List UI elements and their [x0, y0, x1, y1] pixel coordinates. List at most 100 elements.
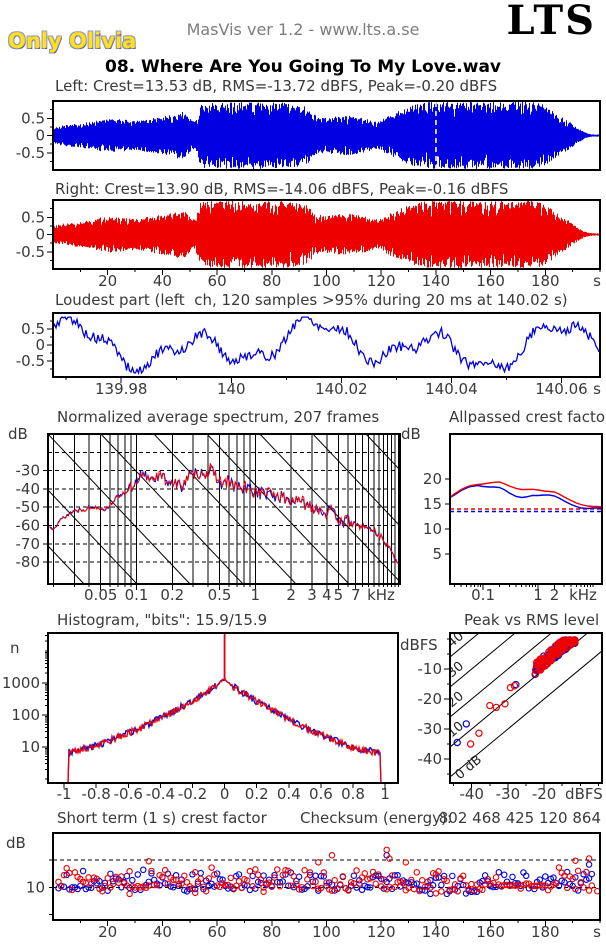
svg-text:100: 100 — [312, 272, 341, 290]
svg-text:s: s — [593, 923, 601, 941]
svg-text:139.98: 139.98 — [95, 380, 148, 398]
spectrum-plot: -30-40-50-60-70-80 0.05 0.1 0.2 0.5 1 2 3 4 5 7 kHz — [16, 433, 401, 604]
svg-text:-30: -30 — [496, 785, 521, 803]
svg-text:-0.5: -0.5 — [16, 144, 45, 162]
svg-text:140.06: 140.06 — [535, 380, 588, 398]
svg-text:s: s — [593, 380, 601, 398]
allpassed-y-unit: dB — [401, 425, 421, 443]
svg-text:0.6: 0.6 — [309, 785, 333, 803]
svg-text:100: 100 — [11, 706, 40, 724]
svg-text:0.4: 0.4 — [277, 785, 301, 803]
svg-text:-0.5: -0.5 — [16, 352, 45, 370]
svg-text:0.05: 0.05 — [84, 586, 117, 604]
svg-text:-30: -30 — [418, 720, 443, 738]
svg-text:80: 80 — [262, 923, 281, 941]
album-title: Only Olivia — [8, 29, 137, 53]
svg-text:140: 140 — [217, 380, 246, 398]
svg-text:0.5: 0.5 — [21, 320, 45, 338]
svg-text:0.2: 0.2 — [160, 586, 184, 604]
track-title: 08. Where Are You Going To My Love.wav — [104, 57, 502, 77]
svg-text:180: 180 — [531, 272, 560, 290]
svg-text:5: 5 — [334, 586, 344, 604]
svg-text:-20: -20 — [532, 785, 557, 803]
svg-text:kHz: kHz — [367, 586, 395, 604]
checksum-label: Checksum (energy): — [300, 809, 452, 827]
svg-text:160: 160 — [476, 923, 505, 941]
svg-text:140: 140 — [422, 272, 451, 290]
svg-text:180: 180 — [531, 923, 560, 941]
loudest-part-plot: -0.500.5 139.98 140 140.02 140.04 140.06 s — [16, 312, 601, 398]
svg-text:4: 4 — [322, 586, 332, 604]
svg-text:1: 1 — [251, 586, 261, 604]
svg-text:-70: -70 — [16, 535, 41, 553]
svg-text:140.04: 140.04 — [425, 380, 478, 398]
spectrum-title: Normalized average spectrum, 207 frames — [57, 408, 380, 426]
svg-text:-50: -50 — [16, 498, 41, 516]
svg-text:-0.6: -0.6 — [114, 785, 143, 803]
svg-text:1000: 1000 — [2, 674, 40, 692]
lts-logo: LTS — [506, 0, 596, 44]
svg-text:0: 0 — [220, 785, 230, 803]
loudest-part-label: Loudest part (left ch, 120 samples >95% … — [55, 291, 568, 309]
spectrum-y-unit: dB — [8, 425, 28, 443]
svg-text:-40: -40 — [418, 750, 443, 768]
svg-text:0: 0 — [35, 336, 45, 354]
peak-vs-rms-title: Peak vs RMS level — [464, 611, 600, 629]
svg-text:7: 7 — [351, 586, 361, 604]
svg-text:-0.5: -0.5 — [16, 243, 45, 261]
svg-text:-40: -40 — [16, 480, 41, 498]
svg-text:0.5: 0.5 — [21, 109, 45, 127]
svg-text:s: s — [593, 272, 601, 290]
svg-text:-80: -80 — [16, 553, 41, 571]
svg-text:3: 3 — [307, 586, 317, 604]
svg-text:-1: -1 — [57, 785, 72, 803]
svg-text:20: 20 — [98, 272, 117, 290]
right-waveform-plot: -0.500.5 20 40 60 80 100 120 140 160 180 s — [16, 199, 601, 290]
short-term-crest-title: Short term (1 s) crest factor — [57, 809, 267, 827]
svg-text:dBFS: dBFS — [565, 785, 603, 803]
svg-text:120: 120 — [367, 272, 396, 290]
svg-text:60: 60 — [208, 923, 227, 941]
svg-text:5: 5 — [432, 545, 442, 563]
svg-text:20: 20 — [445, 689, 467, 711]
svg-text:100: 100 — [312, 923, 341, 941]
svg-text:0.1: 0.1 — [471, 586, 495, 604]
svg-text:10: 10 — [423, 520, 442, 538]
svg-text:0.5: 0.5 — [21, 208, 45, 226]
svg-text:80: 80 — [262, 272, 281, 290]
histogram-title: Histogram, "bits": 15.9/15.9 — [57, 611, 268, 629]
svg-text:140.02: 140.02 — [315, 380, 368, 398]
svg-text:120: 120 — [367, 923, 396, 941]
allpassed-crest-plot: 5 10 15 20 0.1 1 2 kHz — [423, 433, 603, 604]
svg-text:140: 140 — [422, 923, 451, 941]
svg-text:20: 20 — [423, 470, 442, 488]
short-term-crest-plot: 10 20 40 60 80 100 120 140 160 180 s — [26, 832, 601, 941]
left-waveform-plot: -0.500.5 — [16, 100, 601, 171]
svg-text:40: 40 — [153, 272, 172, 290]
svg-text:-0.4: -0.4 — [146, 785, 175, 803]
svg-text:15: 15 — [423, 495, 442, 513]
allpassed-title: Allpassed crest factor — [449, 408, 606, 426]
svg-text:160: 160 — [476, 272, 505, 290]
svg-text:-0.2: -0.2 — [178, 785, 207, 803]
short-term-y-unit: dB — [6, 834, 26, 852]
checksum-value: 802 468 425 120 864 — [438, 809, 601, 827]
svg-text:0.1: 0.1 — [125, 586, 149, 604]
left-channel-stats: Left: Crest=13.53 dB, RMS=-13.72 dBFS, P… — [55, 77, 498, 95]
svg-text:1: 1 — [533, 586, 543, 604]
svg-text:40: 40 — [153, 923, 172, 941]
svg-text:0.2: 0.2 — [245, 785, 269, 803]
svg-text:-60: -60 — [16, 516, 41, 534]
histogram-plot: 10 100 1000 -1 -0.8 -0.6 -0.4 -0.2 0 0.2 0.4 0.6 0.8… — [2, 632, 399, 803]
svg-text:0: 0 — [35, 127, 45, 145]
svg-text:0.5: 0.5 — [208, 586, 232, 604]
svg-text:1: 1 — [380, 785, 390, 803]
right-channel-stats: Right: Crest=13.90 dB, RMS=-14.06 dBFS, … — [55, 180, 509, 198]
svg-text:30: 30 — [445, 659, 467, 681]
svg-text:10: 10 — [21, 738, 40, 756]
svg-text:0: 0 — [35, 226, 45, 244]
svg-text:-30: -30 — [16, 462, 41, 480]
svg-text:-40: -40 — [459, 785, 484, 803]
